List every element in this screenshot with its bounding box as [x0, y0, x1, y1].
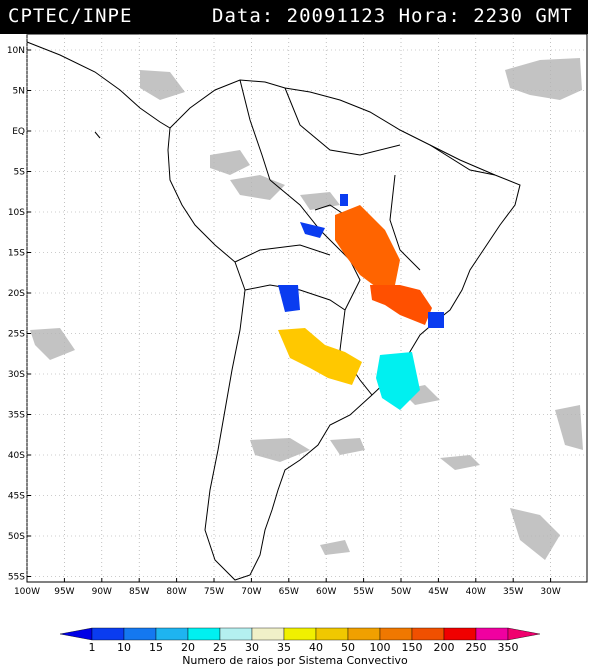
lon-label: 65W — [279, 587, 299, 597]
lon-label: 100W — [14, 587, 40, 597]
colorbar-label: 20 — [181, 641, 195, 654]
colorbar-segment — [187, 627, 221, 641]
lat-label: 5S — [14, 168, 26, 178]
colorbar-label: 10 — [117, 641, 131, 654]
lon-label: 60W — [316, 587, 336, 597]
lon-label: 85W — [129, 587, 149, 597]
colorbar-segment — [443, 627, 477, 641]
lat-label: 30S — [8, 370, 25, 380]
colorbar-label: 15 — [149, 641, 163, 654]
colorbar-segment — [283, 627, 317, 641]
lon-label: 90W — [92, 587, 112, 597]
colorbar-label: 1 — [89, 641, 96, 654]
colorbar-segment — [251, 627, 285, 641]
colorbar-label: 250 — [466, 641, 487, 654]
lat-label: 5N — [13, 87, 25, 97]
colorbar-segment — [507, 627, 541, 641]
colorbar-label: 35 — [277, 641, 291, 654]
lat-label: 25S — [8, 330, 25, 340]
map-frame — [26, 34, 588, 583]
lat-label: 50S — [8, 532, 25, 542]
lon-label: 50W — [391, 587, 411, 597]
colorbar-label: 25 — [213, 641, 227, 654]
cell-yellow — [278, 328, 362, 385]
colorbar-segment — [347, 627, 381, 641]
lat-label: 10N — [7, 46, 25, 56]
colorbar-segment — [91, 627, 125, 641]
colorbar-title: Numero de raios por Sistema Convectivo — [182, 654, 408, 667]
lat-label: 35S — [8, 411, 25, 421]
colorbar-segment — [411, 627, 445, 641]
colorbar-label: 350 — [498, 641, 519, 654]
lat-label: 55S — [8, 573, 25, 583]
cell-blue-north — [300, 222, 325, 238]
colorbar-label: 100 — [370, 641, 391, 654]
colorbar-segment — [475, 627, 509, 641]
colorbar: 1 10 15 20 25 30 35 40 50 100 150 200 250 350 — [59, 627, 541, 654]
colorbar-label: 200 — [434, 641, 455, 654]
lon-label: 80W — [166, 587, 186, 597]
continent-outlines — [26, 41, 521, 581]
convective-systems — [278, 194, 444, 410]
lat-label: EQ — [12, 127, 25, 137]
colorbar-segment — [315, 627, 349, 641]
lon-label: 35W — [503, 587, 523, 597]
colorbar-segment — [59, 627, 93, 641]
lon-label: 75W — [204, 587, 224, 597]
lon-label: 55W — [353, 587, 373, 597]
lon-label: 95W — [54, 587, 74, 597]
cell-blue-coast — [428, 312, 444, 328]
colorbar-label: 150 — [402, 641, 423, 654]
colorbar-label: 40 — [309, 641, 323, 654]
cell-blue-small — [340, 194, 348, 206]
lat-label: 40S — [8, 451, 25, 461]
colorbar-label: 50 — [341, 641, 355, 654]
lon-label: 70W — [241, 587, 261, 597]
cloud-cover — [30, 58, 583, 560]
colorbar-segment — [123, 627, 157, 641]
lat-label: 15S — [8, 249, 25, 259]
colorbar-label: 30 — [245, 641, 259, 654]
colorbar-segment — [219, 627, 253, 641]
cell-cyan — [376, 352, 420, 410]
cell-orange-south — [370, 285, 432, 325]
map-header: CPTEC/INPE Data: 20091123 Hora: 2230 GMT — [0, 0, 588, 34]
longitude-labels: 100W 95W 90W 85W 80W 75W 70W 65W 60W 55W 50W 45W 40W… — [14, 578, 561, 597]
latitude-labels: 10N 5N EQ 5S 10S 15S 20S 25S 30S 35S 40S 45S 50S 55S — [7, 46, 31, 583]
lightning-map: 10N5NEQ5S10S15S20S25S30S35S40S45S50S55S … — [7, 34, 588, 667]
lon-label: 40W — [466, 587, 486, 597]
lon-label: 30W — [540, 587, 560, 597]
lat-label: 20S — [8, 289, 25, 299]
lat-label: 45S — [8, 492, 25, 502]
source-label: CPTEC/INPE — [8, 5, 133, 27]
cell-orange-north — [335, 205, 400, 290]
colorbar-segment — [379, 627, 413, 641]
colorbar-segment — [155, 627, 189, 641]
lat-label: 10S — [8, 208, 25, 218]
lon-label: 45W — [428, 587, 448, 597]
lat-lon-grid — [26, 34, 587, 582]
cell-blue-west — [278, 285, 300, 312]
datetime-label: Data: 20091123 Hora: 2230 GMT — [212, 5, 573, 27]
